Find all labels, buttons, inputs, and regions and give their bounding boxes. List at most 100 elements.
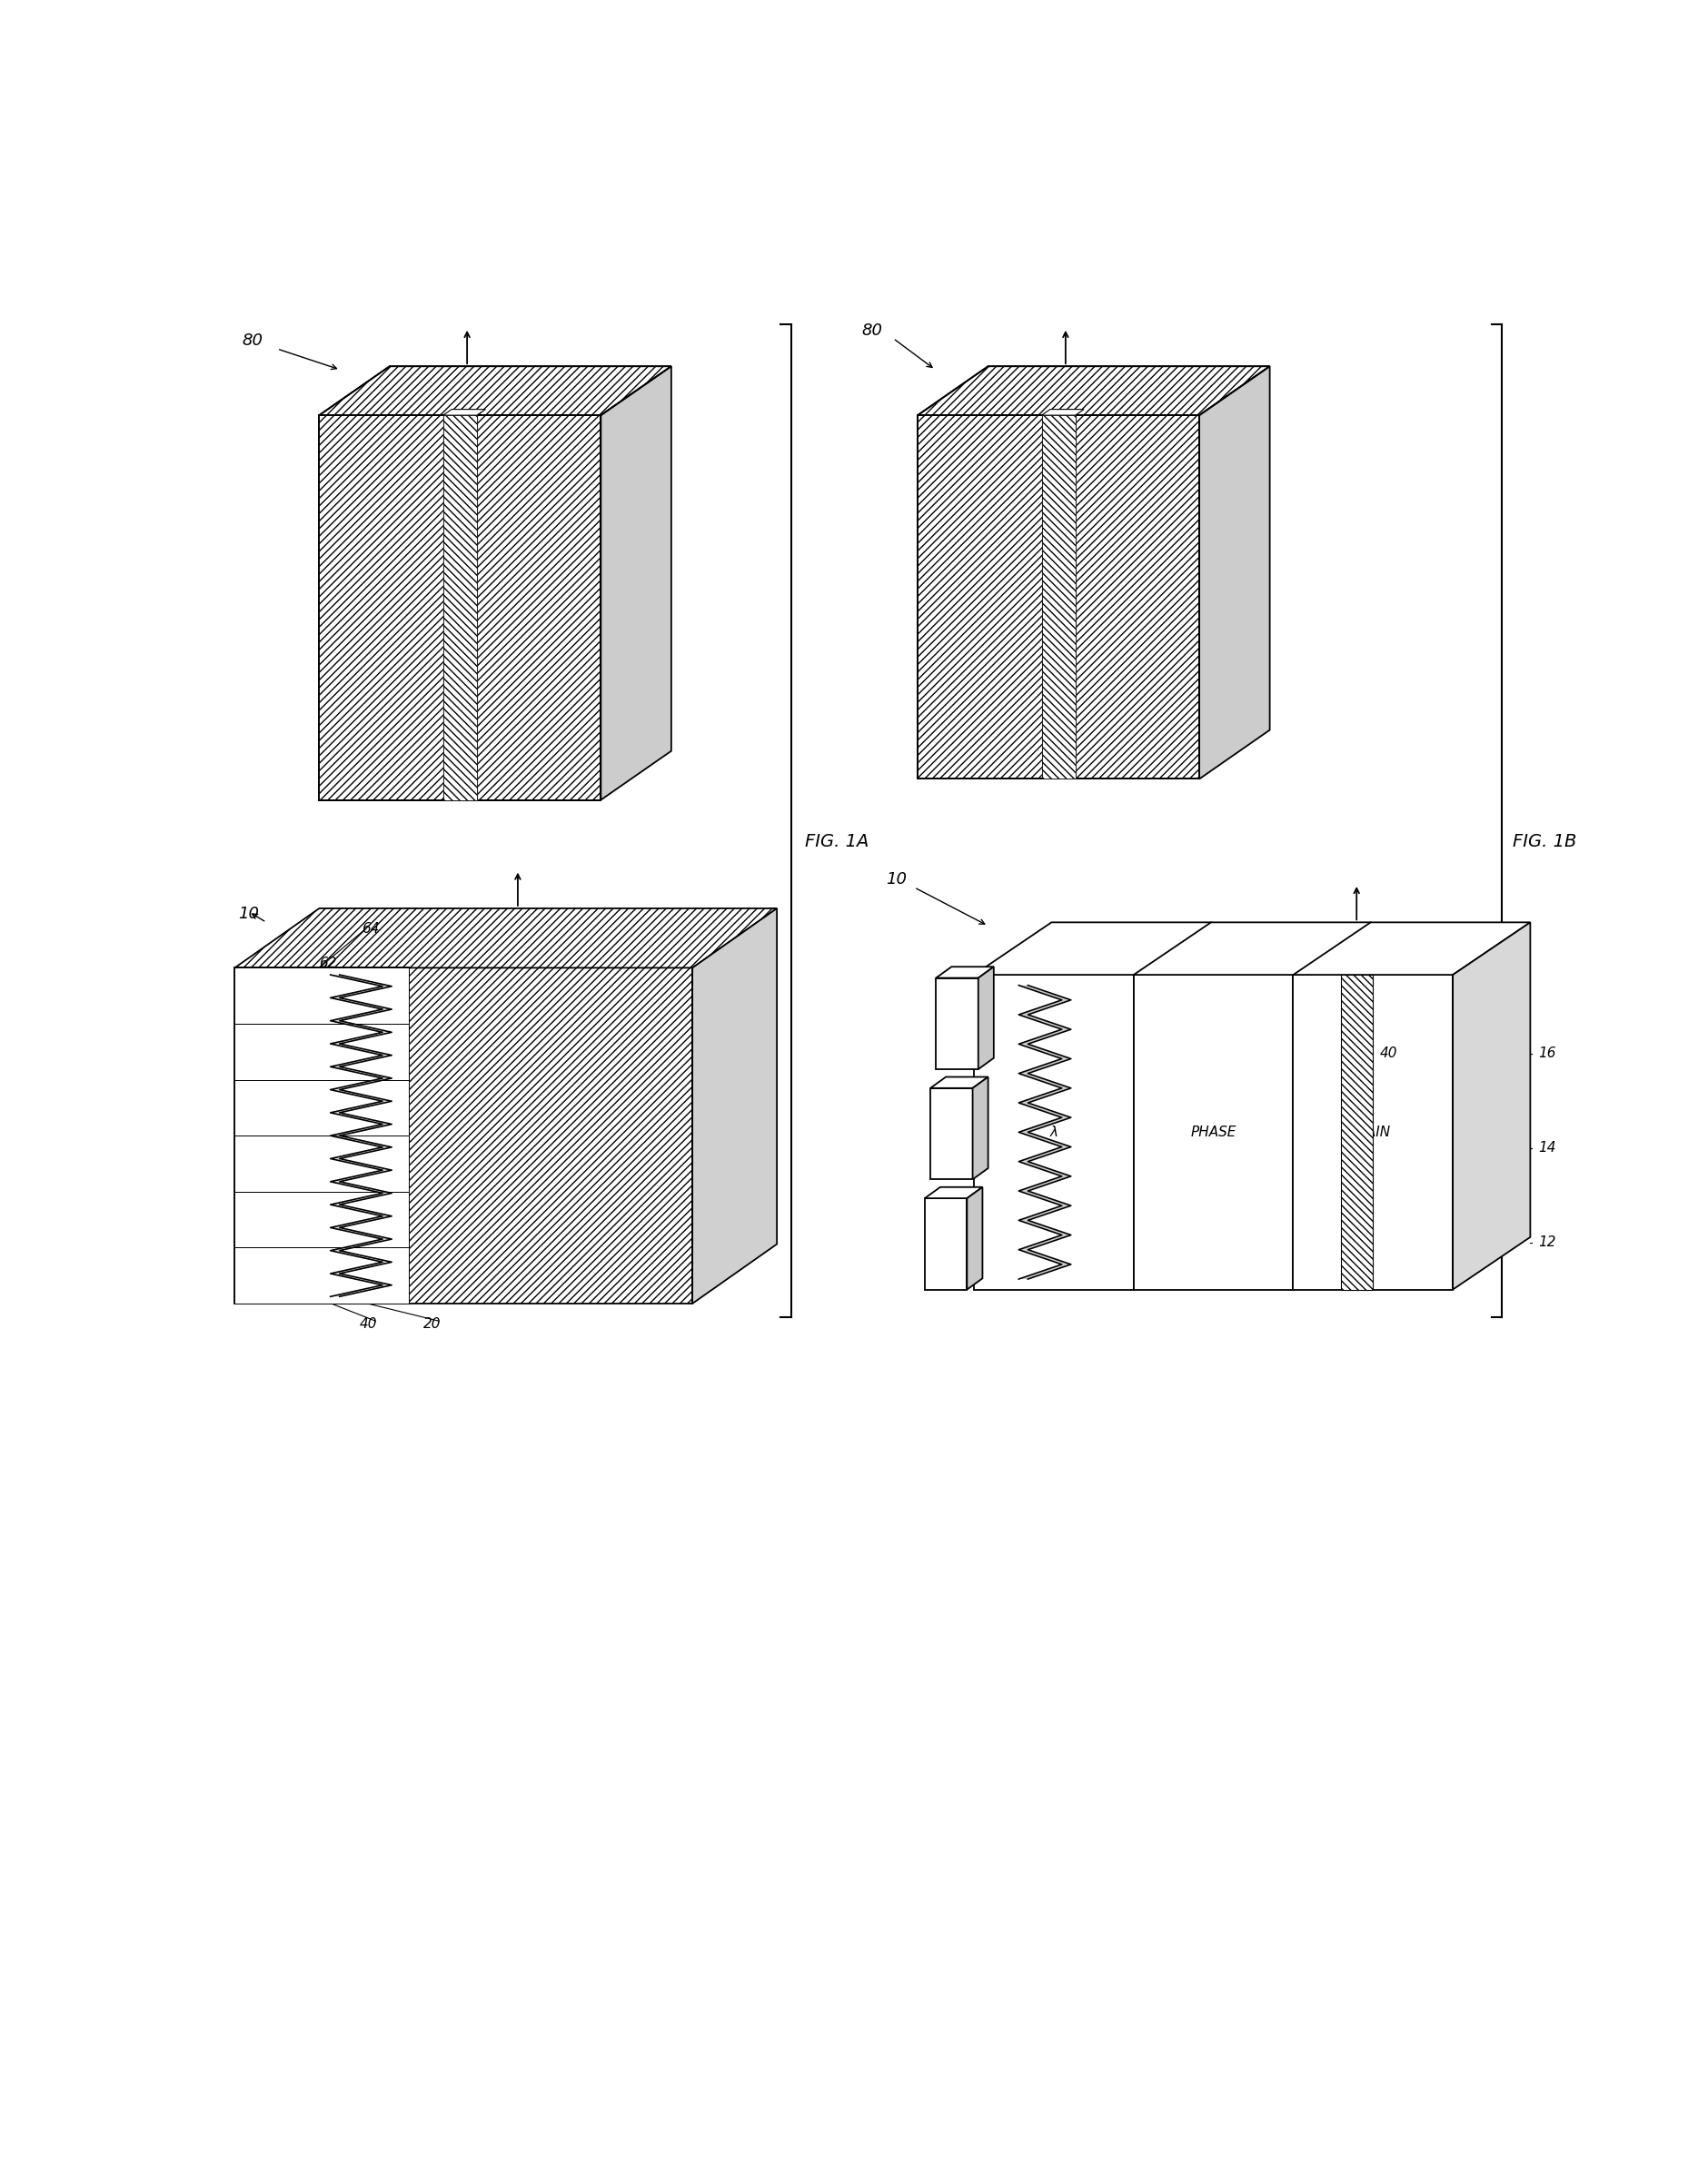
Polygon shape bbox=[330, 1262, 391, 1273]
Polygon shape bbox=[977, 967, 994, 1069]
Polygon shape bbox=[330, 1056, 391, 1066]
Text: 64: 64 bbox=[362, 921, 379, 936]
Polygon shape bbox=[330, 1227, 391, 1238]
Polygon shape bbox=[234, 1079, 408, 1136]
Text: 40: 40 bbox=[359, 1316, 377, 1331]
Polygon shape bbox=[442, 415, 477, 799]
Polygon shape bbox=[1018, 1205, 1071, 1221]
Polygon shape bbox=[330, 1216, 391, 1227]
Polygon shape bbox=[442, 408, 485, 415]
Text: 40: 40 bbox=[1380, 1047, 1397, 1060]
Polygon shape bbox=[319, 367, 671, 415]
Polygon shape bbox=[330, 997, 391, 1010]
Polygon shape bbox=[1018, 1236, 1071, 1249]
Text: 10: 10 bbox=[886, 871, 907, 888]
Polygon shape bbox=[974, 975, 1132, 1290]
Text: 20: 20 bbox=[424, 1316, 441, 1331]
Polygon shape bbox=[330, 1286, 391, 1297]
Polygon shape bbox=[1018, 1177, 1071, 1190]
Polygon shape bbox=[330, 1136, 391, 1147]
Text: 12: 12 bbox=[1537, 1236, 1556, 1249]
Polygon shape bbox=[234, 969, 408, 1303]
Polygon shape bbox=[1018, 1147, 1071, 1162]
Polygon shape bbox=[1018, 1190, 1071, 1205]
Polygon shape bbox=[234, 908, 777, 969]
Polygon shape bbox=[1042, 408, 1083, 415]
Polygon shape bbox=[234, 969, 408, 1023]
Polygon shape bbox=[330, 1077, 391, 1090]
Polygon shape bbox=[1018, 1058, 1071, 1073]
Polygon shape bbox=[929, 1088, 972, 1179]
Polygon shape bbox=[924, 1188, 982, 1199]
Polygon shape bbox=[1018, 1162, 1071, 1177]
Text: 16: 16 bbox=[1537, 1047, 1556, 1060]
Polygon shape bbox=[1018, 1264, 1071, 1279]
Text: GAIN: GAIN bbox=[1354, 1125, 1390, 1138]
Polygon shape bbox=[330, 1066, 391, 1077]
Polygon shape bbox=[330, 1147, 391, 1158]
Polygon shape bbox=[330, 1273, 391, 1286]
Polygon shape bbox=[917, 367, 1269, 415]
Polygon shape bbox=[408, 969, 692, 1303]
Polygon shape bbox=[234, 1192, 408, 1247]
Text: 62A: 62A bbox=[938, 1255, 963, 1268]
Polygon shape bbox=[601, 367, 671, 799]
Polygon shape bbox=[1018, 1249, 1071, 1264]
Polygon shape bbox=[1042, 415, 1074, 780]
Text: PHASE: PHASE bbox=[1190, 1125, 1235, 1138]
Polygon shape bbox=[1018, 1030, 1071, 1045]
Polygon shape bbox=[330, 1101, 391, 1112]
Polygon shape bbox=[330, 986, 391, 997]
Polygon shape bbox=[1018, 1045, 1071, 1058]
Text: 64B: 64B bbox=[938, 1110, 963, 1123]
Polygon shape bbox=[330, 1021, 391, 1032]
Polygon shape bbox=[330, 1125, 391, 1136]
Polygon shape bbox=[1018, 1119, 1071, 1132]
Text: FIG. 1B: FIG. 1B bbox=[1512, 834, 1576, 851]
Text: λ: λ bbox=[1049, 1125, 1057, 1138]
Polygon shape bbox=[234, 1023, 408, 1079]
Text: FIG. 1A: FIG. 1A bbox=[804, 834, 869, 851]
Polygon shape bbox=[917, 415, 1199, 780]
Polygon shape bbox=[330, 1251, 391, 1262]
Polygon shape bbox=[442, 415, 477, 799]
Text: 80: 80 bbox=[861, 321, 881, 339]
Polygon shape bbox=[330, 1182, 391, 1192]
Polygon shape bbox=[1341, 975, 1372, 1290]
Polygon shape bbox=[936, 977, 977, 1069]
Polygon shape bbox=[330, 1032, 391, 1045]
Polygon shape bbox=[1042, 415, 1074, 780]
Polygon shape bbox=[330, 1010, 391, 1021]
Text: 64C: 64C bbox=[938, 999, 963, 1012]
Polygon shape bbox=[1018, 1221, 1071, 1236]
Polygon shape bbox=[1452, 923, 1529, 1290]
Polygon shape bbox=[330, 1171, 391, 1182]
Polygon shape bbox=[974, 923, 1529, 975]
Polygon shape bbox=[330, 1112, 391, 1125]
Polygon shape bbox=[1018, 1073, 1071, 1088]
Text: 62C: 62C bbox=[938, 1036, 963, 1049]
Text: 10: 10 bbox=[237, 906, 260, 923]
Polygon shape bbox=[330, 975, 391, 986]
Polygon shape bbox=[330, 1205, 391, 1216]
Polygon shape bbox=[330, 1192, 391, 1205]
Text: 62B: 62B bbox=[938, 1145, 963, 1158]
Polygon shape bbox=[1199, 367, 1269, 780]
Text: 64A: 64A bbox=[938, 1218, 963, 1232]
Polygon shape bbox=[330, 1238, 391, 1251]
Polygon shape bbox=[936, 967, 994, 977]
Polygon shape bbox=[1132, 975, 1293, 1290]
Text: 80: 80 bbox=[243, 332, 263, 350]
Polygon shape bbox=[692, 908, 777, 1303]
Polygon shape bbox=[234, 1247, 408, 1303]
Polygon shape bbox=[1018, 986, 1071, 999]
Polygon shape bbox=[1293, 975, 1452, 1290]
Polygon shape bbox=[1018, 1103, 1071, 1119]
Text: 14: 14 bbox=[1537, 1140, 1556, 1156]
Polygon shape bbox=[330, 1090, 391, 1101]
Polygon shape bbox=[330, 1045, 391, 1056]
Polygon shape bbox=[1018, 1088, 1071, 1103]
Polygon shape bbox=[1018, 1132, 1071, 1147]
Polygon shape bbox=[972, 1077, 987, 1179]
Polygon shape bbox=[924, 1199, 967, 1290]
